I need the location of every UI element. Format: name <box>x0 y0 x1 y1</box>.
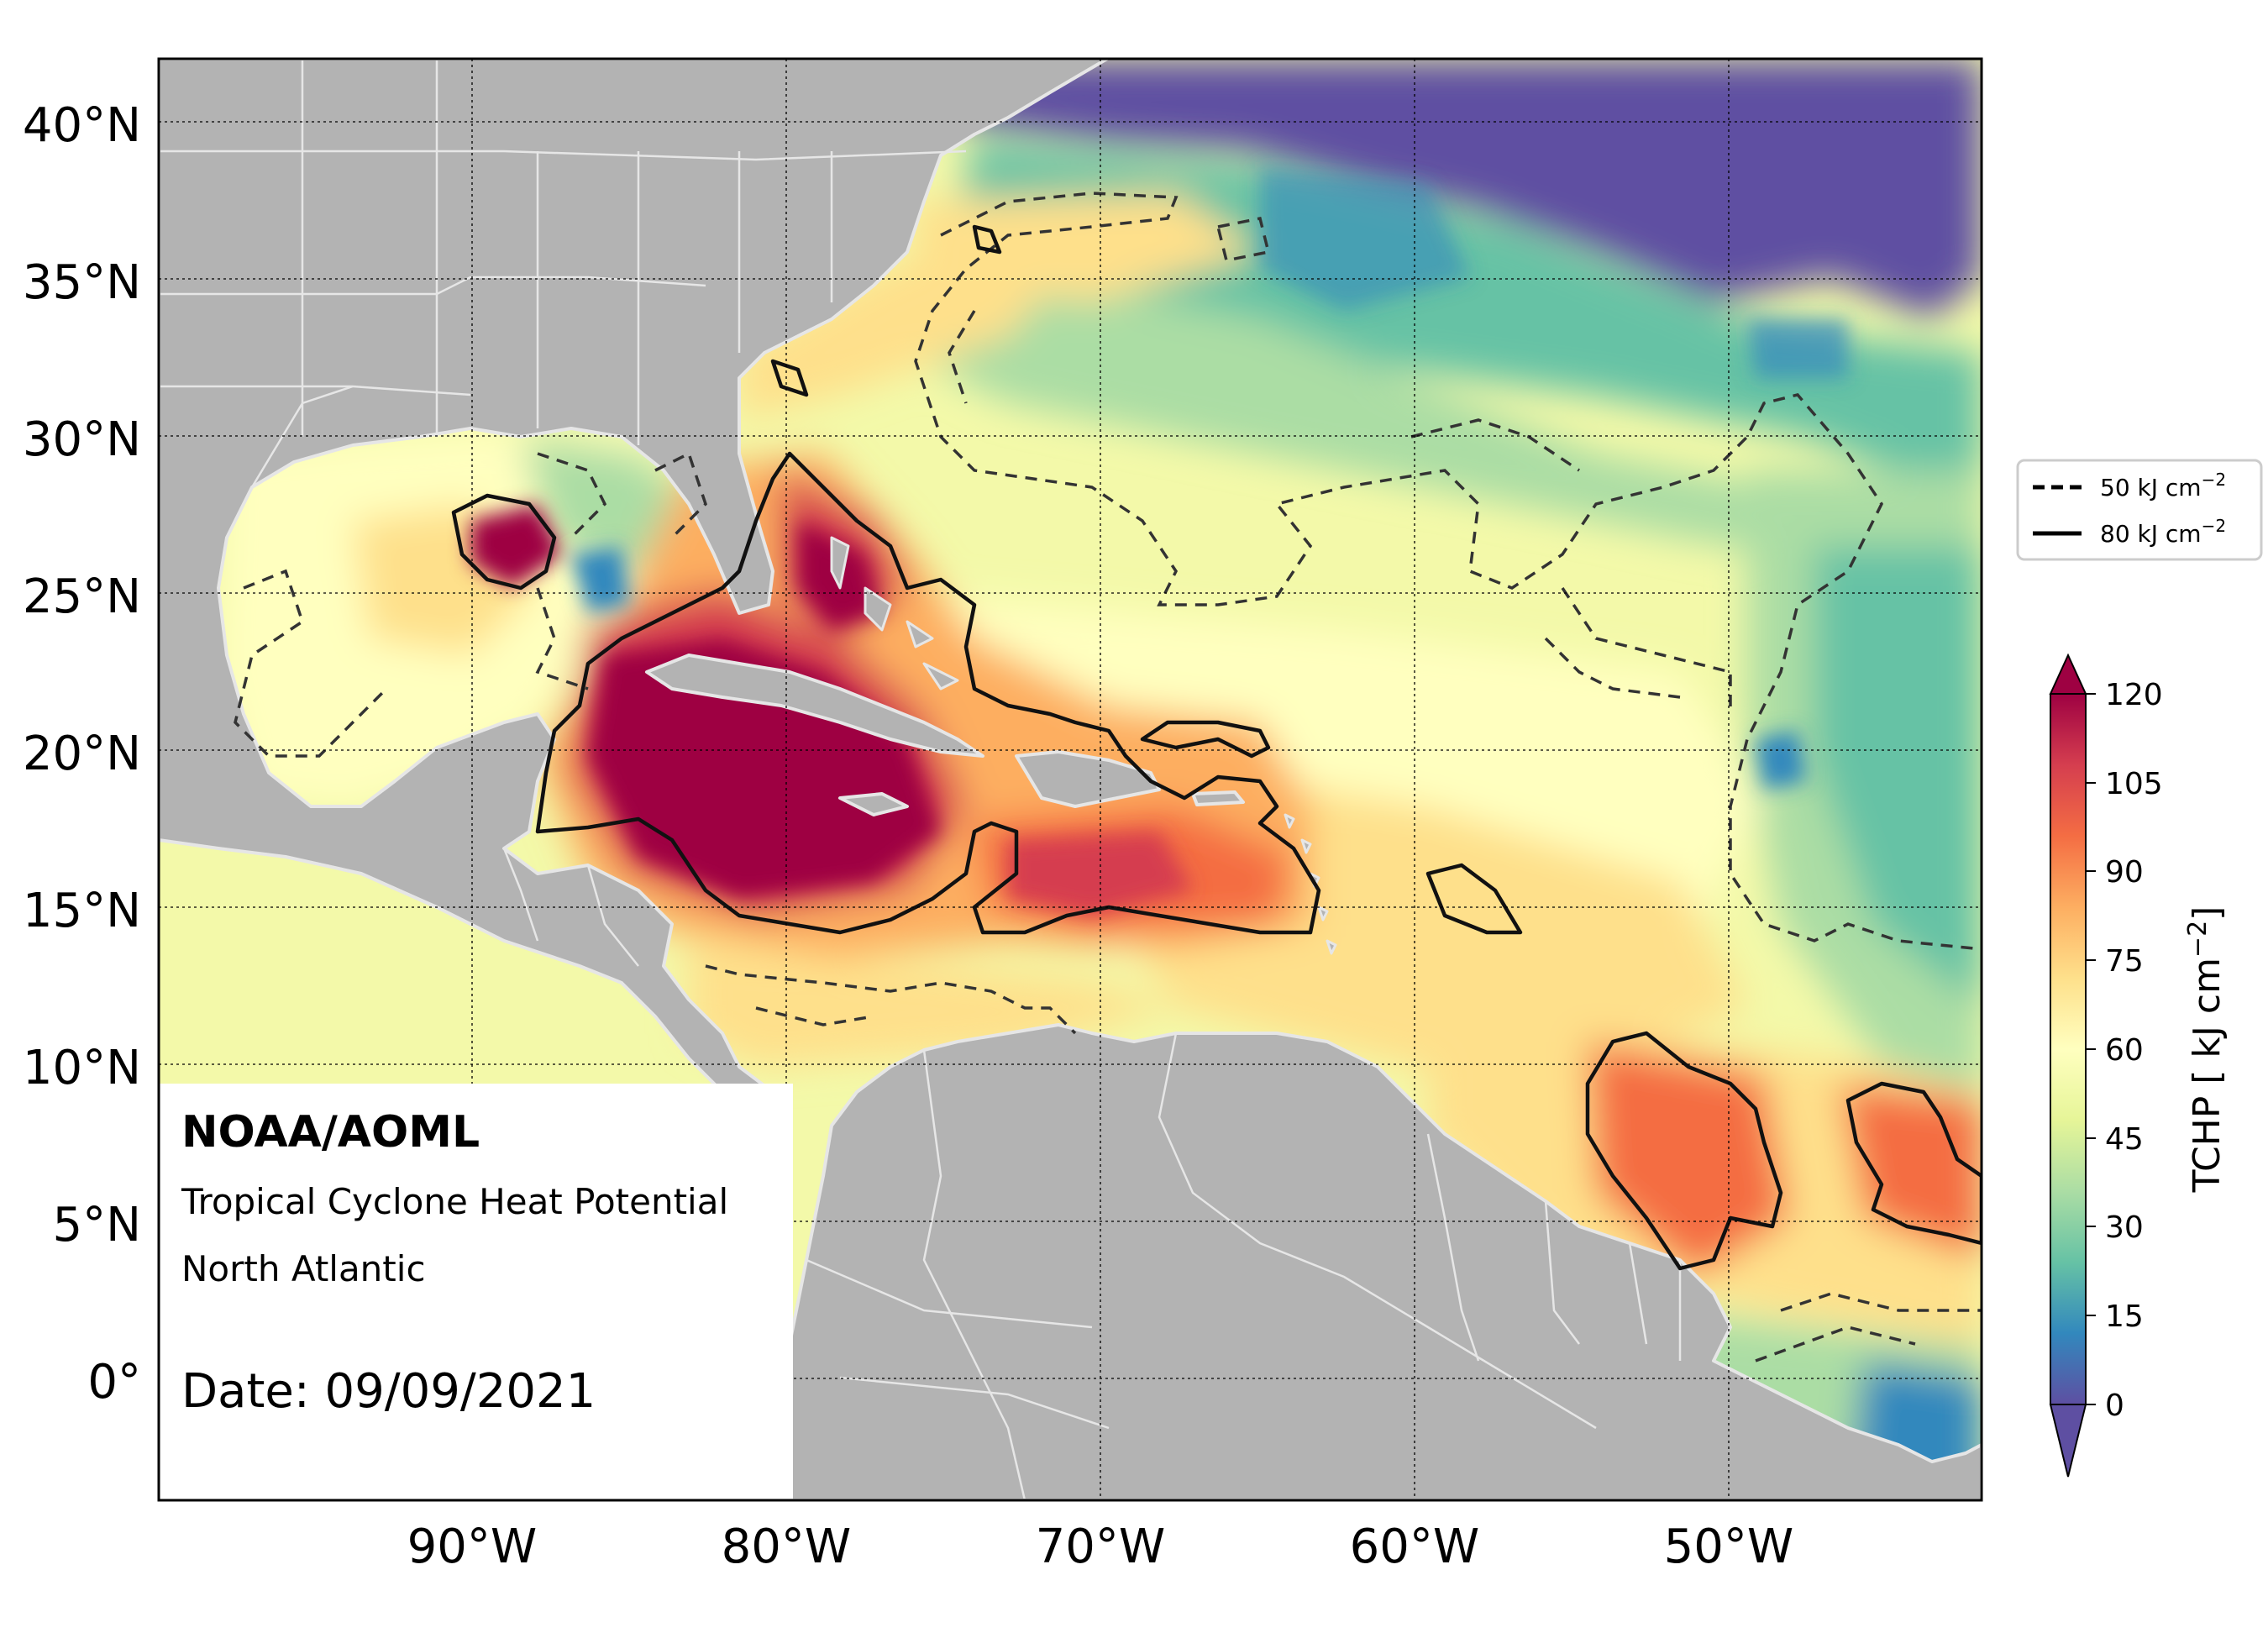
colorbar-tick-label: 0 <box>2105 1389 2124 1423</box>
info-region: North Atlantic <box>181 1248 426 1289</box>
colorbar-tick-label: 30 <box>2105 1210 2144 1245</box>
map-frame <box>157 57 1983 1502</box>
lat-tick: 25°N <box>23 570 141 624</box>
info-org: NOAA/AOML <box>181 1107 480 1158</box>
colorbar-tick-labels: 120 105 90 75 60 45 30 15 0 <box>2105 678 2163 1423</box>
colorbar-tick-label: 90 <box>2105 855 2144 890</box>
contour-50 <box>234 192 1982 1362</box>
info-product: Tropical Cyclone Heat Potential <box>181 1181 728 1222</box>
lat-tick: 10°N <box>23 1041 141 1095</box>
tchp-field-core <box>470 168 1848 916</box>
colorbar-bottom-arrow <box>2049 1404 2087 1478</box>
lon-tick-labels: 90°W 80°W 70°W 60°W 50°W <box>407 1520 1794 1574</box>
lesser-antilles <box>1284 813 1337 955</box>
bahamas <box>830 536 959 690</box>
info-box <box>159 1084 793 1500</box>
jamaica <box>838 792 909 816</box>
legend-label-80: 80 kJ cm−2 <box>2100 516 2226 548</box>
lat-tick-labels: 40°N 35°N 30°N 25°N 20°N 15°N 10°N 5°N 0… <box>23 98 141 1410</box>
colorbar-title: TCHP [ kJ cm−2] <box>2183 906 2229 1194</box>
colorbar: 120 105 90 75 60 45 30 15 0 TCHP [ kJ cm… <box>2049 653 2229 1478</box>
lon-tick: 70°W <box>1036 1520 1166 1574</box>
lon-tick: 80°W <box>722 1520 852 1574</box>
colorbar-tick-label: 105 <box>2105 767 2163 801</box>
puerto-rico <box>1191 790 1245 806</box>
south-america-landmass <box>754 1023 1982 1500</box>
hispaniola <box>1015 750 1161 808</box>
lon-tick: 50°W <box>1664 1520 1794 1574</box>
land <box>159 59 1982 1500</box>
legend-label-50: 50 kJ cm−2 <box>2100 470 2226 501</box>
political-borders <box>159 59 1682 1500</box>
contour-legend: 50 kJ cm−2 80 kJ cm−2 <box>2016 459 2263 561</box>
lon-tick: 60°W <box>1350 1520 1480 1574</box>
colorbar-ticks <box>2086 693 2096 1405</box>
graticule <box>159 59 1982 1500</box>
colorbar-tick-label: 15 <box>2105 1299 2144 1334</box>
lat-tick: 35°N <box>23 255 141 310</box>
lat-tick: 5°N <box>52 1198 141 1252</box>
lat-tick: 0° <box>87 1355 141 1410</box>
lat-tick: 15°N <box>23 884 141 938</box>
lat-tick: 20°N <box>23 727 141 781</box>
info-date: Date: 09/09/2021 <box>181 1364 596 1419</box>
contour-80 <box>451 224 1982 1271</box>
colorbar-tick-label: 60 <box>2105 1033 2144 1068</box>
lat-tick: 40°N <box>23 98 141 153</box>
colorbar-tick-label: 75 <box>2105 944 2144 979</box>
colorbar-scale <box>2050 693 2087 1405</box>
map-panel <box>159 59 1982 1500</box>
cuba <box>645 654 984 758</box>
colorbar-tick-label: 120 <box>2105 678 2163 712</box>
colorbar-tick-label: 45 <box>2105 1122 2144 1157</box>
lon-tick: 90°W <box>407 1520 538 1574</box>
colorbar-top-arrow <box>2049 653 2087 695</box>
lat-tick: 30°N <box>23 412 141 467</box>
